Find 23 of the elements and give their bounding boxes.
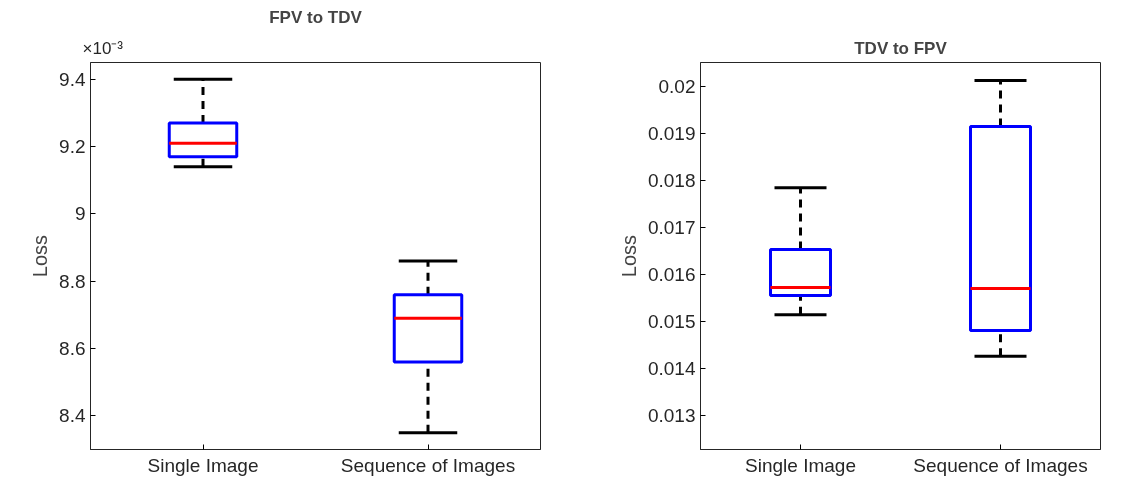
x-tick-label: Single Image — [147, 454, 259, 476]
y-tick-label: 9.4 — [59, 68, 86, 90]
y-tick-label: 9.2 — [59, 136, 86, 158]
y-tick-label: 0.015 — [647, 310, 696, 332]
y-tick-label: 8.6 — [59, 338, 86, 360]
y-tick-label: 0.02 — [658, 75, 696, 97]
y-tick-label: 0.018 — [647, 169, 696, 191]
y-tick-label: 8.8 — [59, 270, 86, 292]
y-tick-label: 0.014 — [647, 358, 696, 380]
chart-title: TDV to FPV — [854, 38, 948, 58]
x-tick-label: Single Image — [745, 454, 856, 476]
x-tick-label: Sequence of Images — [340, 454, 516, 476]
y-tick-label: 8.4 — [59, 405, 86, 427]
y-tick-label: 0.017 — [647, 216, 696, 238]
y-axis-title: Loss — [617, 234, 640, 278]
y-tick-label: 0.013 — [647, 405, 696, 427]
text: ×10⁻³ — [82, 38, 124, 58]
y-tick-label: 0.019 — [647, 122, 696, 144]
chart-title: FPV to TDV — [269, 7, 363, 27]
y-tick-label: 0.016 — [647, 263, 696, 285]
x-tick-label: Sequence of Images — [913, 454, 1088, 476]
y-tick-label: 9 — [74, 203, 86, 225]
y-axis-title: Loss — [29, 234, 52, 278]
